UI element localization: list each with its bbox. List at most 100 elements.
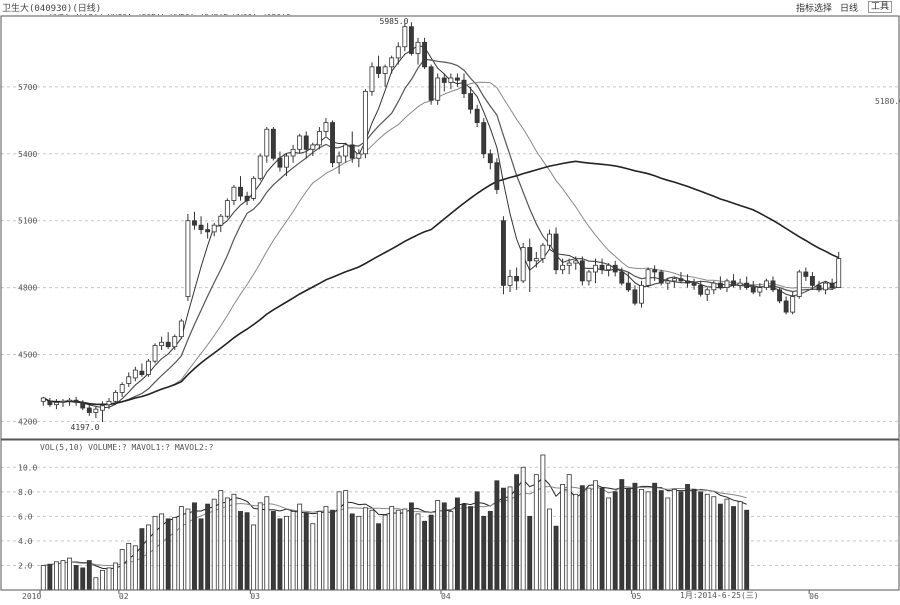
volume-bar (533, 474, 539, 591)
candle-body (731, 280, 736, 286)
volume-bar (599, 487, 605, 591)
volume-bar (435, 500, 441, 591)
volume-bar (336, 491, 342, 591)
volume-bar (652, 482, 658, 591)
candle-body (448, 77, 454, 83)
volume-bar (454, 497, 460, 591)
low-price-label: 4197.0 (71, 423, 100, 432)
volume-bar (343, 490, 349, 591)
volume-bar (53, 561, 59, 591)
volume-bar (527, 515, 533, 591)
volume-bar (685, 484, 690, 591)
candle-body (566, 262, 572, 266)
candle-body (665, 280, 671, 284)
volume-bar (402, 508, 408, 591)
volume-bar (632, 482, 638, 591)
candle-body (829, 282, 835, 288)
volume-bar (60, 560, 66, 591)
candle-body (547, 233, 552, 246)
candle-body (356, 153, 362, 159)
candle-body (224, 200, 230, 217)
symbol-title: 卫生大(040930)(日线) (2, 4, 102, 14)
volume-bar (717, 503, 723, 591)
volume-bar (198, 518, 204, 591)
candle-body (711, 282, 717, 291)
candle-body (770, 280, 776, 291)
volume-bar (369, 509, 375, 591)
cursor-date-label: 1月:2014-6-25(三) (680, 591, 759, 600)
candle-body (514, 276, 520, 282)
candle-body (323, 122, 329, 132)
volume-bar (297, 503, 303, 591)
ma-line (43, 58, 839, 406)
candle-body (178, 320, 184, 338)
period-button[interactable]: 日线 (840, 4, 859, 14)
volume-bar (507, 486, 513, 591)
volume-bar (192, 502, 197, 591)
volume-bar (665, 497, 671, 591)
candle-body (119, 384, 125, 393)
volume-bar (540, 454, 546, 591)
price-panel-frame (0, 15, 900, 440)
volume-bar (547, 508, 552, 591)
candle-body (330, 122, 335, 164)
candle-body (244, 195, 250, 202)
candle-body (816, 284, 822, 291)
volume-bar (658, 490, 664, 591)
candle-body (579, 260, 585, 282)
candle-body (349, 144, 355, 159)
candle-body (159, 341, 165, 346)
volume-legend: VOL(5,10) VOLUME:? MAVOL1:? MAVOL2:? (40, 443, 214, 452)
indicator-select-button[interactable]: 指标选择 (796, 4, 833, 14)
ma-line (43, 81, 839, 405)
x-tick-label: 04 (441, 592, 451, 601)
candle-body (823, 282, 829, 291)
volume-bar (481, 515, 487, 591)
volume-bar (579, 485, 585, 591)
candle-body (474, 108, 480, 123)
candle-body (152, 345, 158, 362)
volume-bar (310, 523, 316, 591)
candle-body (645, 269, 651, 286)
candle-body (47, 400, 53, 406)
candle-body (671, 278, 677, 282)
volume-bar (395, 509, 401, 591)
volume-bar (356, 515, 362, 591)
candle-body (586, 271, 592, 282)
volume-bar (560, 484, 566, 591)
candle-body (415, 41, 421, 54)
candle-body (205, 229, 211, 233)
tools-button[interactable]: 工具 (868, 1, 893, 13)
ma-line (43, 44, 839, 409)
volume-bar (238, 511, 243, 591)
volume-bar (159, 513, 165, 591)
volume-bar (47, 563, 53, 591)
candle-body (520, 247, 526, 282)
candle-body (606, 264, 612, 271)
candle-body (132, 369, 138, 379)
candle-body (704, 289, 710, 295)
candle-body (284, 155, 289, 168)
grid (1, 86, 899, 566)
candle-body (60, 400, 66, 403)
volume-bar (501, 487, 506, 591)
candle-body (796, 271, 802, 297)
volume-bar (93, 577, 99, 591)
candle-body (454, 77, 460, 81)
candle-body (251, 177, 257, 199)
volume-bar (382, 514, 388, 591)
volume-bar (724, 498, 730, 591)
candle-body (540, 244, 546, 260)
volume-bar (67, 557, 73, 591)
volume-bar (744, 509, 750, 591)
volume-bar (566, 474, 572, 591)
candle-body (192, 220, 197, 226)
volume-bar (178, 506, 184, 591)
volume-bar (593, 480, 598, 591)
volume-bar (625, 487, 631, 591)
volume-bar (408, 502, 414, 591)
volume-bar (152, 515, 158, 591)
price-tick-label: 5400 (18, 150, 37, 159)
